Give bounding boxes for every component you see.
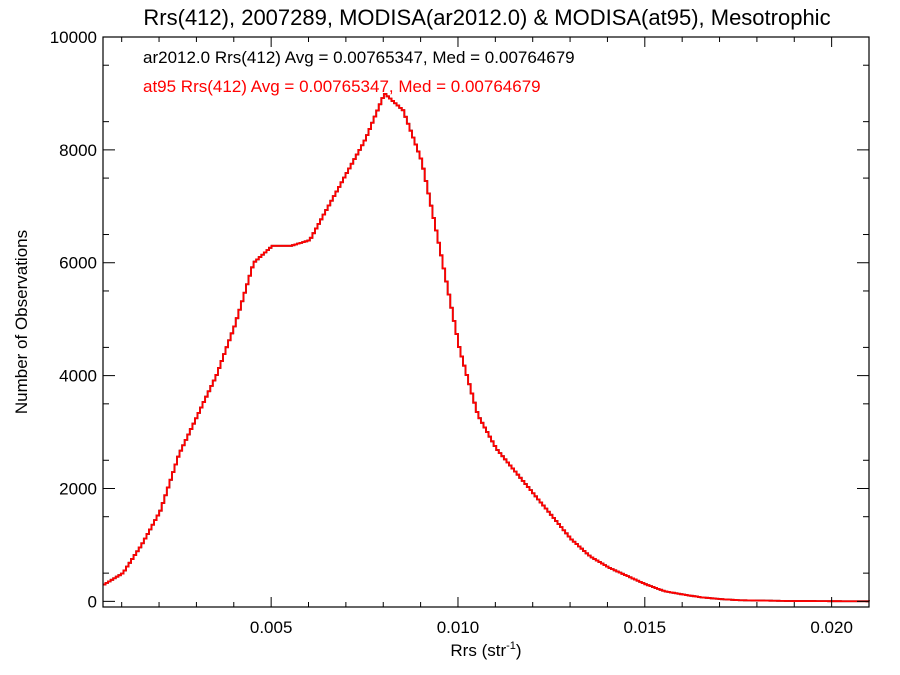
chart-title: Rrs(412), 2007289, MODISA(ar2012.0) & MO… bbox=[143, 5, 830, 30]
x-axis-label-close: ) bbox=[516, 641, 522, 660]
x-axis-label: Rrs (str-1) bbox=[450, 640, 521, 660]
x-axis-label-sup: -1 bbox=[506, 640, 516, 652]
series-layer bbox=[103, 93, 870, 603]
y-tick-label: 0 bbox=[88, 592, 97, 611]
y-axis-label: Number of Observations bbox=[12, 230, 31, 414]
y-tick-label: 10000 bbox=[50, 28, 97, 47]
x-tick-label: 0.010 bbox=[437, 618, 480, 637]
y-tick-label: 6000 bbox=[59, 254, 97, 273]
annotation-at95: at95 Rrs(412) Avg = 0.00765347, Med = 0.… bbox=[143, 77, 541, 96]
y-tick-label: 8000 bbox=[59, 141, 97, 160]
axis-tick-labels: 0.005 0.010 0.015 0.020 0 2000 4000 6000 8000 100… bbox=[50, 28, 853, 637]
series-line-0 bbox=[103, 93, 870, 603]
y-tick-label: 2000 bbox=[59, 479, 97, 498]
annotation-ar2012: ar2012.0 Rrs(412) Avg = 0.00765347, Med … bbox=[143, 48, 575, 67]
y-tick-label: 4000 bbox=[59, 367, 97, 386]
x-tick-label: 0.020 bbox=[810, 618, 853, 637]
axis-ticks bbox=[103, 36, 870, 607]
x-tick-label: 0.005 bbox=[250, 618, 293, 637]
plot-frame bbox=[102, 36, 870, 608]
x-axis-label-main: Rrs (str bbox=[450, 641, 506, 660]
x-tick-label: 0.015 bbox=[624, 618, 667, 637]
series-line-1 bbox=[103, 93, 870, 603]
